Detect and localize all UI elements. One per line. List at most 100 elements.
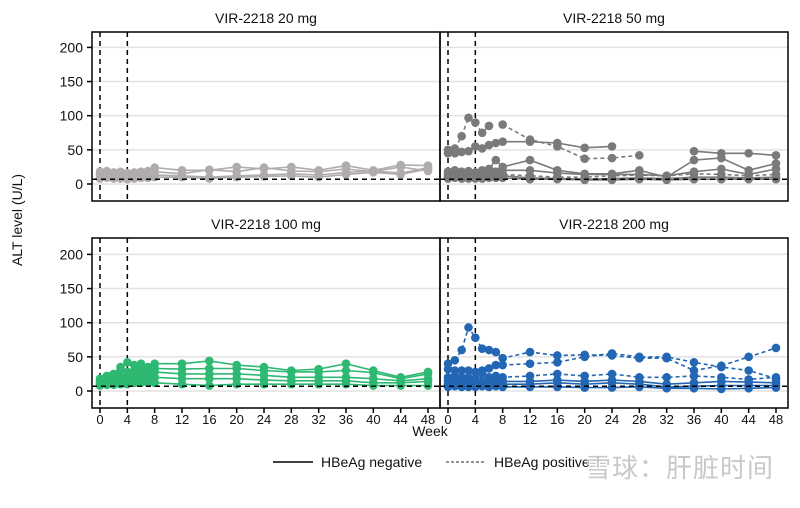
y-axis-label: ALT level (U/L): [9, 174, 25, 266]
data-point: [471, 367, 480, 377]
data-point: [396, 162, 405, 172]
x-tick-label: 24: [257, 412, 271, 427]
data-point: [205, 356, 214, 366]
data-point: [607, 142, 617, 151]
data-point: [484, 173, 494, 183]
data-point: [491, 138, 501, 148]
data-point: [464, 323, 473, 332]
x-tick-label: 44: [393, 412, 407, 427]
data-point: [491, 173, 501, 183]
data-point: [607, 349, 617, 358]
data-point: [205, 374, 214, 384]
panel-frame: [439, 237, 789, 409]
data-point: [450, 381, 460, 391]
data-point: [580, 352, 589, 362]
data-point: [129, 174, 139, 183]
series-line: [95, 378, 433, 390]
x-tick-label: 24: [605, 412, 619, 427]
data-point: [457, 366, 466, 375]
data-point: [259, 379, 269, 389]
data-point: [457, 345, 466, 355]
y-tick-label: 200: [60, 39, 84, 55]
data-point: [477, 344, 487, 353]
series-path: [447, 116, 640, 160]
data-point: [341, 359, 351, 368]
x-tick-label: 20: [577, 412, 591, 427]
data-point: [498, 353, 507, 363]
data-point: [464, 146, 473, 156]
data-point: [477, 144, 487, 153]
data-point: [443, 364, 453, 374]
data-point: [471, 174, 480, 183]
x-tick-label: 36: [339, 412, 353, 427]
data-point: [580, 383, 589, 392]
x-tick-label: 0: [96, 412, 103, 427]
data-point: [525, 155, 535, 165]
data-point: [771, 383, 781, 392]
data-point: [314, 172, 323, 182]
data-point: [457, 131, 466, 141]
x-axis-label: Week: [412, 423, 449, 439]
data-point: [553, 351, 562, 360]
data-point: [498, 137, 507, 146]
data-point: [491, 155, 501, 165]
data-point: [150, 378, 159, 388]
panel-frame: [439, 31, 789, 202]
data-point: [102, 173, 112, 183]
data-point: [498, 173, 507, 183]
series-line: [443, 113, 644, 164]
panel-4: VIR-2218 200 mg0 4 8 12 16 20 24 28 32 36 40 44 48: [439, 216, 789, 427]
data-point: [744, 352, 753, 362]
data-point: [457, 147, 466, 157]
data-point: [580, 154, 589, 164]
x-tick-label: 28: [632, 412, 646, 427]
data-point: [123, 174, 132, 184]
x-tick-label: 32: [659, 412, 673, 427]
data-point: [553, 369, 562, 379]
data-point: [450, 173, 460, 183]
data-point: [369, 368, 378, 377]
x-tick-label: 16: [550, 412, 564, 427]
data-point: [771, 151, 781, 160]
data-point: [423, 164, 433, 174]
x-tick-label: 48: [769, 412, 783, 427]
data-point: [205, 165, 214, 174]
data-point: [450, 355, 460, 365]
data-point: [717, 362, 726, 372]
x-tick-label: 40: [714, 412, 728, 427]
y-tick-label: 100: [60, 315, 84, 331]
data-point: [396, 170, 405, 179]
data-point: [95, 381, 105, 390]
data-point: [553, 138, 562, 148]
data-point: [662, 373, 671, 382]
data-point: [498, 360, 507, 370]
x-tick-label: 28: [284, 412, 298, 427]
data-point: [443, 382, 453, 392]
data-point: [484, 121, 494, 131]
data-point: [689, 383, 699, 393]
x-tick-label: 36: [687, 412, 701, 427]
data-point: [150, 172, 159, 182]
x-tick-label: 12: [523, 412, 537, 427]
data-point: [689, 146, 699, 156]
data-point: [341, 170, 351, 179]
data-point: [143, 378, 153, 388]
data-point: [116, 366, 125, 375]
data-point: [553, 358, 562, 367]
data-point: [525, 347, 535, 357]
series-line: [443, 137, 781, 160]
data-point: [287, 171, 296, 181]
data-point: [635, 352, 644, 362]
data-point: [771, 343, 781, 353]
data-point: [525, 137, 535, 146]
y-tick-label: 0: [75, 176, 83, 192]
panel-title: VIR-2218 50 mg: [563, 10, 665, 26]
data-point: [443, 148, 453, 158]
y-tick-label: 0: [75, 383, 83, 399]
y-tick-label: 200: [60, 246, 84, 262]
data-point: [369, 168, 378, 177]
data-point: [477, 381, 487, 391]
data-point: [477, 174, 487, 183]
data-point: [717, 153, 726, 163]
